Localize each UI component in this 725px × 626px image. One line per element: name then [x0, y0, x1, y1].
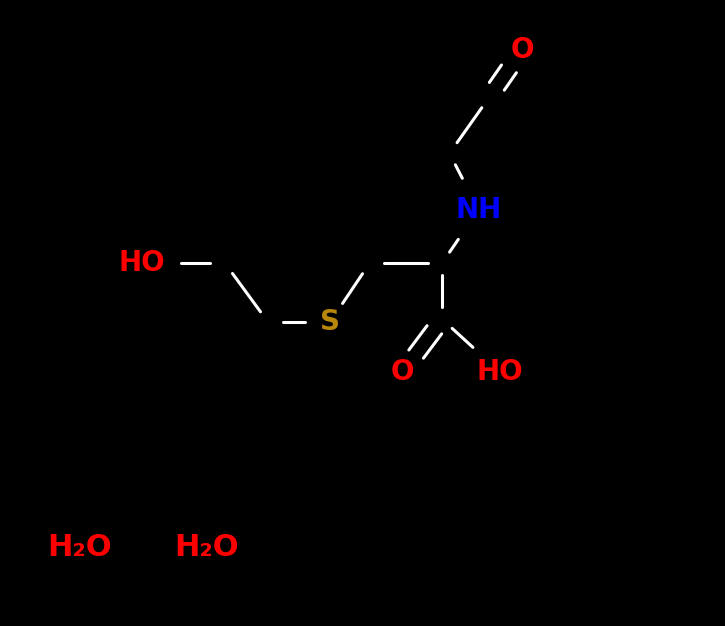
Text: O: O — [510, 36, 534, 64]
Text: O: O — [391, 359, 414, 386]
Text: S: S — [320, 309, 340, 336]
Text: HO: HO — [477, 359, 523, 386]
Text: H₂O: H₂O — [174, 533, 239, 562]
Text: HO: HO — [118, 249, 165, 277]
Text: NH: NH — [455, 196, 502, 223]
Text: H₂O: H₂O — [47, 533, 112, 562]
